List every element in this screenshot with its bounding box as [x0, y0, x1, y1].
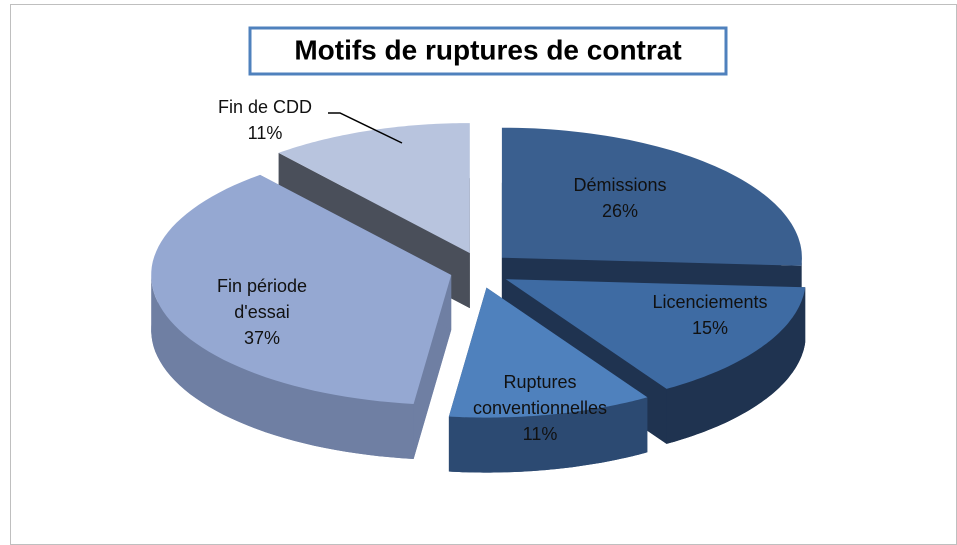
slice-top: [501, 127, 802, 266]
slice-top: [151, 174, 452, 404]
label-name: Fin de CDD: [217, 97, 313, 117]
label-box: Démissions 26%: [545, 138, 695, 258]
label-name: Fin période d'essai: [216, 276, 308, 322]
slice-side: [151, 276, 414, 459]
label-value: 15%: [691, 318, 729, 338]
label-box: Fin période d'essai 37%: [197, 252, 327, 372]
data-label: Démissions 26%: [545, 138, 695, 258]
label-box: Fin de CDD 11%: [195, 60, 335, 180]
slice-side: [666, 287, 806, 444]
label-name: Démissions: [573, 175, 667, 195]
slice-side: [448, 397, 648, 473]
data-label: Fin de CDD 11%: [195, 60, 335, 180]
label-value: 11%: [522, 424, 558, 444]
slice-top: [278, 123, 470, 254]
label-value: 26%: [601, 201, 639, 221]
leader-line: [328, 112, 403, 144]
slice-top: [505, 279, 806, 389]
label-box: Ruptures conventionnelles 11%: [465, 348, 615, 468]
slice: [151, 174, 452, 459]
labels: Démissions 26% Licenciements 15% Ruptures co…: [195, 60, 795, 468]
data-label: Licenciements 15%: [625, 255, 795, 375]
chart-title: Motifs de ruptures de contrat: [294, 34, 681, 65]
label-name: Licenciements: [652, 292, 768, 312]
data-label: Fin période d'essai 37%: [197, 252, 327, 372]
slice: [448, 287, 648, 473]
label-box: Licenciements 15%: [625, 255, 795, 375]
title-box: [248, 26, 728, 76]
slice-top: [448, 287, 648, 418]
label-name: Ruptures conventionnelles: [472, 372, 608, 418]
label-value: 11%: [247, 123, 283, 143]
data-label: Ruptures conventionnelles 11%: [465, 348, 615, 468]
label-value: 37%: [243, 328, 281, 348]
slices: [151, 123, 806, 473]
